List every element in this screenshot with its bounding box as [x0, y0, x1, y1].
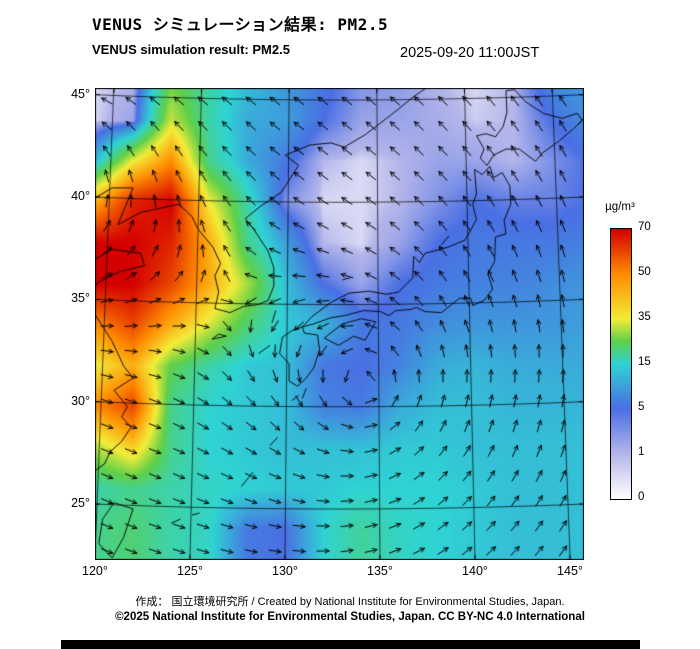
- lon-tick-label: 130°: [272, 564, 298, 578]
- colorbar-tick-label: 5: [638, 401, 645, 413]
- license-line: ©2025 National Institute for Environment…: [115, 611, 585, 623]
- colorbar-tick-label: 50: [638, 266, 651, 278]
- colorbar-tick-label: 0: [638, 491, 645, 503]
- lon-tick-label: 120°: [82, 564, 108, 578]
- colorbar-tick-label: 70: [638, 221, 651, 233]
- lon-tick-label: 145°: [557, 564, 583, 578]
- lon-tick-label: 140°: [462, 564, 488, 578]
- page-title-english: VENUS simulation result: PM2.5: [92, 42, 290, 57]
- timestamp: 2025-09-20 11:00JST: [400, 45, 540, 61]
- colorbar-gradient: [610, 228, 632, 500]
- lat-tick-label: 25°: [71, 496, 90, 511]
- page-title-japanese: VENUS シミュレーション結果: PM2.5: [92, 15, 389, 34]
- colorbar-tick-label: 1: [638, 446, 645, 458]
- pm25-concentration-map: [95, 88, 584, 560]
- lat-tick-label: 45°: [71, 86, 90, 101]
- lon-tick-label: 135°: [367, 564, 393, 578]
- colorbar-unit-label: µg/m³: [605, 201, 635, 213]
- bottom-bar: [61, 640, 640, 649]
- colorbar-tick-label: 35: [638, 311, 651, 323]
- credit-line: 作成： 国立環境研究所 / Created by National Instit…: [135, 596, 565, 608]
- lat-tick-label: 35°: [71, 291, 90, 306]
- lon-tick-label: 125°: [177, 564, 203, 578]
- lat-tick-label: 30°: [71, 393, 90, 408]
- lat-tick-label: 40°: [71, 189, 90, 204]
- colorbar-tick-label: 15: [638, 356, 651, 368]
